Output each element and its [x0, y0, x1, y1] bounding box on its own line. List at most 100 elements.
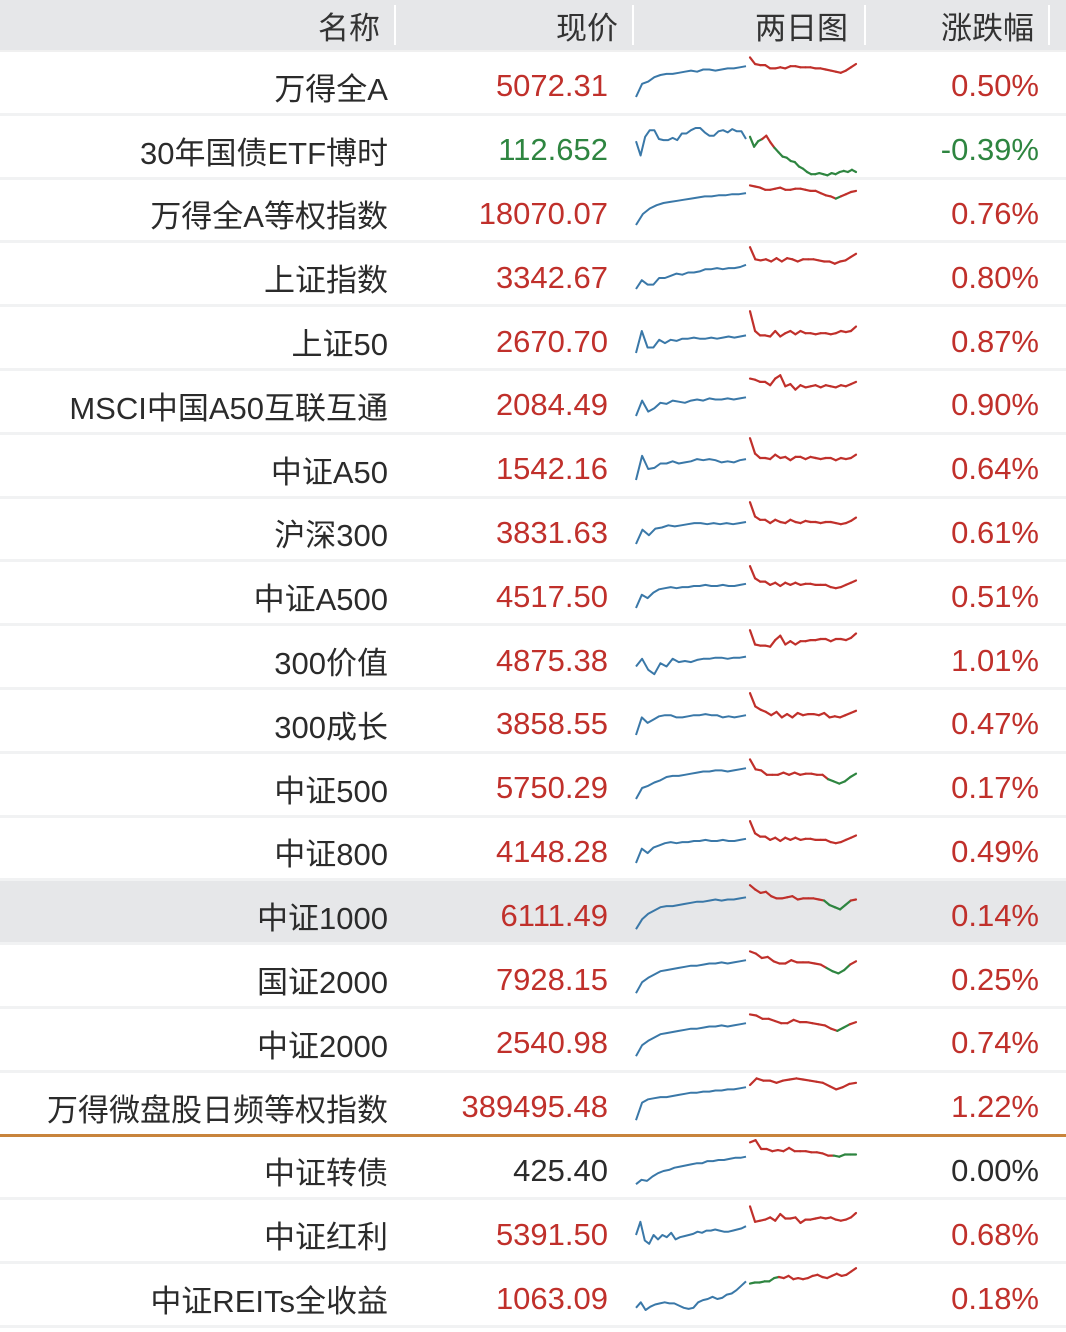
- column-header-change-pct[interactable]: 涨跌幅: [866, 5, 1050, 46]
- sparkline-svg: [635, 758, 858, 800]
- index-name: 中证2000: [257, 1028, 388, 1064]
- today-line-segment: [748, 758, 757, 771]
- previous-day-line: [635, 1220, 747, 1245]
- previous-day-line: [635, 127, 747, 157]
- change-percent: 0.90%: [951, 387, 1039, 423]
- today-line-segment: [849, 325, 858, 332]
- today-line-segment: [823, 899, 831, 906]
- table-row[interactable]: 30年国债ETF博时 112.652 -0.39%: [0, 115, 1066, 180]
- current-price: 425.40: [513, 1152, 608, 1188]
- two-day-sparkline-chart: [608, 1008, 860, 1070]
- previous-day-line: [635, 396, 747, 417]
- sparkline-svg: [635, 1266, 858, 1311]
- table-header: 名称 现价 两日图 涨跌幅: [0, 0, 1066, 52]
- two-day-sparkline-chart: [608, 115, 860, 177]
- today-line-segment: [768, 1079, 778, 1085]
- sparkline-svg: [635, 437, 858, 481]
- today-line-segment: [843, 776, 852, 783]
- previous-day-line: [635, 65, 747, 98]
- index-name: 300价值: [274, 646, 388, 682]
- table-row[interactable]: 国证2000 7928.15 0.25%: [0, 945, 1066, 1009]
- table-row[interactable]: 万得微盘股日频等权指数 389495.48 1.22%: [0, 1072, 1066, 1137]
- table-row[interactable]: 万得全A等权指数 18070.07 0.76%: [0, 179, 1066, 244]
- two-day-sparkline-chart: [608, 689, 860, 751]
- today-line-segment: [815, 1080, 824, 1085]
- current-price: 2670.70: [495, 323, 608, 359]
- current-price: 1542.16: [495, 451, 608, 487]
- today-line-segment: [849, 1211, 858, 1219]
- table-row[interactable]: MSCI中国A50互联互通 2084.49 0.90%: [0, 370, 1066, 435]
- table-row[interactable]: 中证REITs全收益 1063.09 0.18%: [0, 1264, 1066, 1328]
- table-row[interactable]: 上证指数 3342.67 0.80%: [0, 243, 1066, 308]
- index-name: 中证转债: [264, 1156, 388, 1192]
- current-price: 4517.50: [495, 578, 608, 614]
- index-name: 中证1000: [257, 901, 388, 937]
- today-line-segment: [849, 453, 858, 460]
- two-day-sparkline-chart: [608, 562, 860, 624]
- change-percent: 1.01%: [951, 642, 1039, 678]
- today-line-segment: [849, 579, 858, 584]
- table-row[interactable]: 中证红利 5391.50 0.68%: [0, 1200, 1066, 1265]
- two-day-sparkline-chart: [608, 179, 860, 241]
- table-row[interactable]: 沪深300 3831.63 0.61%: [0, 498, 1066, 563]
- two-day-sparkline-chart: [608, 753, 860, 815]
- index-name: 中证A500: [253, 582, 388, 618]
- table-row[interactable]: 中证1000 6111.49 0.14%: [0, 881, 1066, 946]
- previous-day-line: [635, 520, 747, 545]
- two-day-sparkline-chart: [608, 498, 860, 560]
- today-line-segment: [837, 968, 846, 975]
- table-row[interactable]: 300价值 4875.38 1.01%: [0, 626, 1066, 690]
- table-row[interactable]: 中证转债 425.40 0.00%: [0, 1136, 1066, 1201]
- today-line-segment: [764, 890, 773, 898]
- today-line-segment: [784, 958, 793, 965]
- sparkline-svg: [635, 1139, 858, 1185]
- today-line-segment: [774, 1212, 782, 1222]
- sparkline-svg: [635, 628, 858, 675]
- two-day-sparkline-chart: [608, 881, 860, 943]
- two-day-sparkline-chart: [608, 1264, 860, 1326]
- today-line-segment: [775, 1079, 785, 1085]
- index-name: 中证REITs全收益: [150, 1284, 388, 1320]
- index-name: 万得微盘股日频等权指数: [47, 1092, 388, 1128]
- previous-day-line: [635, 767, 747, 800]
- previous-day-line: [635, 1086, 747, 1121]
- table-row[interactable]: 万得全A 5072.31 0.50%: [0, 52, 1066, 116]
- today-line-segment: [766, 955, 775, 962]
- current-price: 2540.98: [495, 1025, 608, 1061]
- table-row[interactable]: 中证A500 4517.50 0.51%: [0, 562, 1066, 627]
- previous-day-line: [635, 896, 747, 930]
- current-price: 4148.28: [495, 833, 608, 869]
- today-line-segment: [850, 1266, 858, 1273]
- table-row[interactable]: 300成长 3858.55 0.47%: [0, 689, 1066, 754]
- index-name: 中证500: [274, 773, 388, 809]
- sparkline-svg: [635, 692, 858, 736]
- table-row[interactable]: 中证500 5750.29 0.17%: [0, 753, 1066, 818]
- sparkline-svg: [635, 564, 858, 609]
- change-percent: 0.74%: [951, 1025, 1039, 1061]
- previous-day-line: [635, 1022, 747, 1058]
- today-line-segment: [821, 773, 830, 781]
- column-header-name[interactable]: 名称: [0, 5, 396, 46]
- table-row[interactable]: 上证50 2670.70 0.87%: [0, 307, 1066, 371]
- table-row[interactable]: 中证A50 1542.16 0.64%: [0, 434, 1066, 499]
- two-day-sparkline-chart: [608, 243, 860, 305]
- sparkline-svg: [635, 374, 858, 417]
- today-line-segment: [841, 1082, 851, 1089]
- today-line-segment: [808, 1079, 818, 1083]
- today-line-segment: [748, 883, 757, 891]
- today-line-segment: [769, 638, 777, 648]
- index-name: 国证2000: [257, 965, 388, 1001]
- index-name: 中证红利: [264, 1220, 388, 1256]
- table-row[interactable]: 中证800 4148.28 0.49%: [0, 817, 1066, 882]
- index-name: 上证50: [291, 327, 388, 363]
- column-header-two-day-chart[interactable]: 两日图: [634, 5, 866, 46]
- today-line-segment: [794, 384, 802, 392]
- table-row[interactable]: 中证2000 2540.98 0.74%: [0, 1008, 1066, 1073]
- today-line-segment: [848, 1021, 858, 1026]
- today-line-segment: [792, 1019, 801, 1024]
- index-name: 300成长: [274, 709, 388, 745]
- sparkline-svg: [635, 1013, 858, 1058]
- two-day-sparkline-chart: [608, 307, 860, 369]
- column-header-price[interactable]: 现价: [396, 5, 634, 46]
- today-line-segment: [752, 140, 760, 149]
